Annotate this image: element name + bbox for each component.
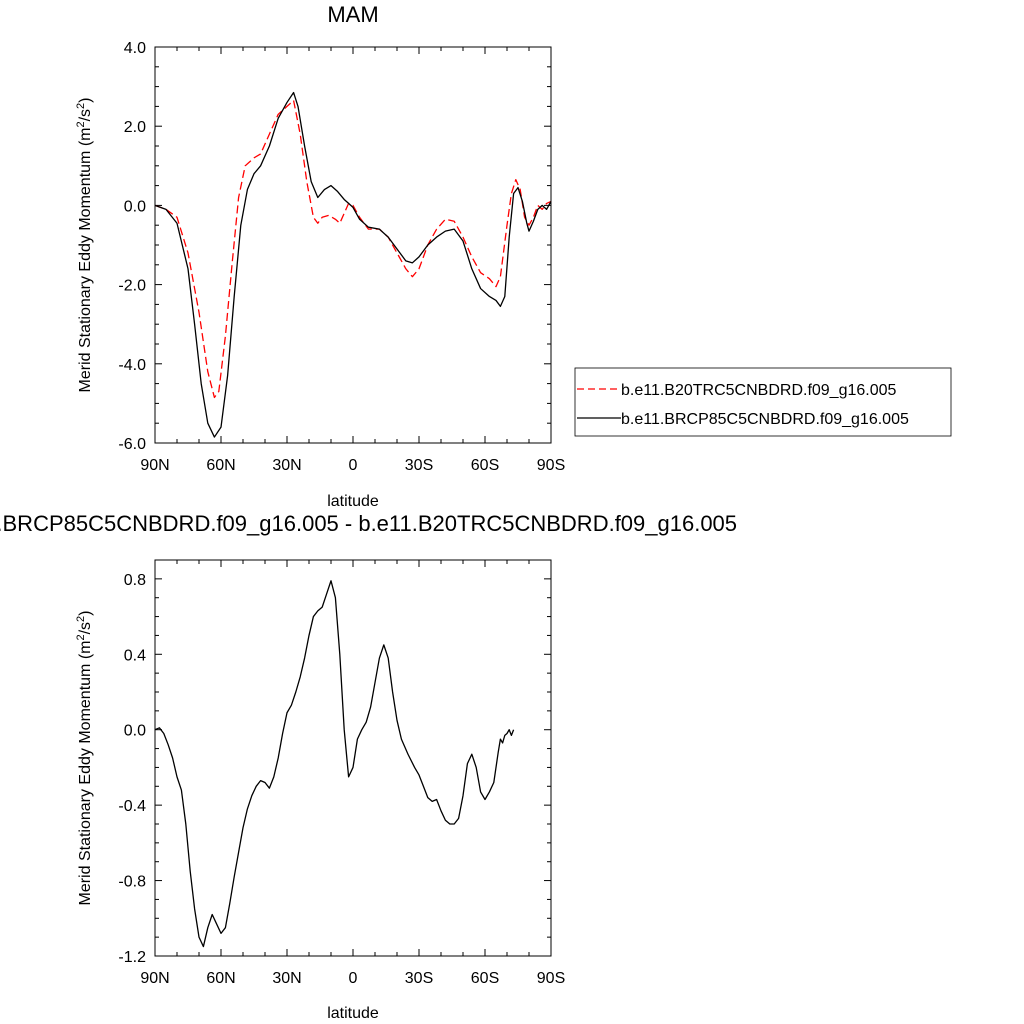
x-tick-label: 90N bbox=[140, 970, 169, 987]
y-tick-label: -0.8 bbox=[118, 874, 146, 891]
svg-text:Merid Stationary Eddy Momentum: Merid Stationary Eddy Momentum (m2/s2) bbox=[75, 610, 94, 905]
top-chart-plot-frame bbox=[154, 46, 552, 444]
top-chart-legend: b.e11.B20TRC5CNBDRD.f09_g16.005 b.e11.BR… bbox=[574, 367, 952, 437]
top-ylabel-mid: /s bbox=[77, 109, 94, 121]
series-line-2 bbox=[154, 91, 552, 438]
y-tick-label: 0.0 bbox=[124, 198, 146, 215]
bottom-chart-y-tick-labels: -1.2 -0.8 -0.4 0.0 0.4 0.8 bbox=[118, 572, 146, 966]
y-tick-label: -4.0 bbox=[118, 357, 146, 374]
top-chart-y-axis-label: Merid Stationary Eddy Momentum (m2/s2) bbox=[75, 97, 94, 392]
x-tick-label: 90S bbox=[537, 457, 565, 474]
x-tick-label: 90S bbox=[537, 970, 565, 987]
bottom-chart-y-axis-label: Merid Stationary Eddy Momentum (m2/s2) bbox=[75, 610, 94, 905]
bottom-chart-plot-frame bbox=[154, 559, 552, 957]
x-tick-label: 0 bbox=[349, 970, 358, 987]
x-tick-label: 30S bbox=[405, 970, 433, 987]
x-tick-label: 30N bbox=[272, 457, 301, 474]
top-ylabel-sup1: 2 bbox=[75, 121, 87, 127]
top-chart-title: MAM bbox=[327, 2, 378, 27]
bottom-chart-x-axis-label: latitude bbox=[327, 1005, 379, 1022]
y-tick-label: 2.0 bbox=[124, 119, 146, 136]
series-line-1 bbox=[154, 580, 515, 948]
bottom-chart-tick-marks bbox=[154, 559, 552, 957]
x-tick-label: 60N bbox=[206, 970, 235, 987]
bottom-chart-series-layer bbox=[154, 580, 515, 948]
y-tick-label: -6.0 bbox=[118, 436, 146, 453]
svg-text:Merid Stationary Eddy Momentum: Merid Stationary Eddy Momentum (m2/s2) bbox=[75, 97, 94, 392]
bottom-ylabel-main: Merid Stationary Eddy Momentum (m bbox=[77, 641, 94, 906]
top-chart: MAM Merid Stationary Eddy Momentum (m2/s… bbox=[75, 2, 952, 510]
bottom-ylabel-mid: /s bbox=[77, 622, 94, 634]
y-tick-label: 0.8 bbox=[124, 572, 146, 589]
y-tick-label: -2.0 bbox=[118, 278, 146, 295]
top-ylabel-sup2: 2 bbox=[75, 103, 87, 109]
bottom-chart-title: b.e11.BRCP85C5CNBDRD.f09_g16.005 - b.e11… bbox=[0, 511, 737, 536]
top-chart-x-axis-label: latitude bbox=[327, 493, 379, 510]
y-tick-label: 4.0 bbox=[124, 40, 146, 57]
x-tick-label: 60S bbox=[471, 457, 499, 474]
top-chart-tick-marks bbox=[154, 46, 552, 444]
x-tick-label: 30S bbox=[405, 457, 433, 474]
top-ylabel-main: Merid Stationary Eddy Momentum (m bbox=[77, 128, 94, 393]
top-chart-series-layer bbox=[154, 91, 552, 438]
legend-entry-1: b.e11.B20TRC5CNBDRD.f09_g16.005 bbox=[621, 382, 897, 399]
top-chart-y-tick-labels: -6.0 -4.0 -2.0 0.0 2.0 4.0 bbox=[118, 40, 146, 453]
x-tick-label: 90N bbox=[140, 457, 169, 474]
top-ylabel-end: ) bbox=[77, 97, 94, 102]
bottom-ylabel-end: ) bbox=[77, 610, 94, 615]
y-tick-label: 0.4 bbox=[124, 647, 146, 664]
y-tick-label: 0.0 bbox=[124, 723, 146, 740]
bottom-chart: b.e11.BRCP85C5CNBDRD.f09_g16.005 - b.e11… bbox=[0, 511, 737, 1022]
x-tick-label: 60S bbox=[471, 970, 499, 987]
legend-entry-2: b.e11.BRCP85C5CNBDRD.f09_g16.005 bbox=[621, 411, 909, 428]
series-line-1 bbox=[154, 99, 552, 399]
x-tick-label: 30N bbox=[272, 970, 301, 987]
bottom-ylabel-sup1: 2 bbox=[75, 634, 87, 640]
x-tick-label: 0 bbox=[349, 457, 358, 474]
top-chart-x-tick-labels: 90N 60N 30N 0 30S 60S 90S bbox=[140, 457, 565, 474]
y-tick-label: -0.4 bbox=[118, 798, 146, 815]
bottom-ylabel-sup2: 2 bbox=[75, 616, 87, 622]
bottom-chart-x-tick-labels: 90N 60N 30N 0 30S 60S 90S bbox=[140, 970, 565, 987]
y-tick-label: -1.2 bbox=[118, 949, 146, 966]
legend-box bbox=[574, 367, 952, 437]
x-tick-label: 60N bbox=[206, 457, 235, 474]
